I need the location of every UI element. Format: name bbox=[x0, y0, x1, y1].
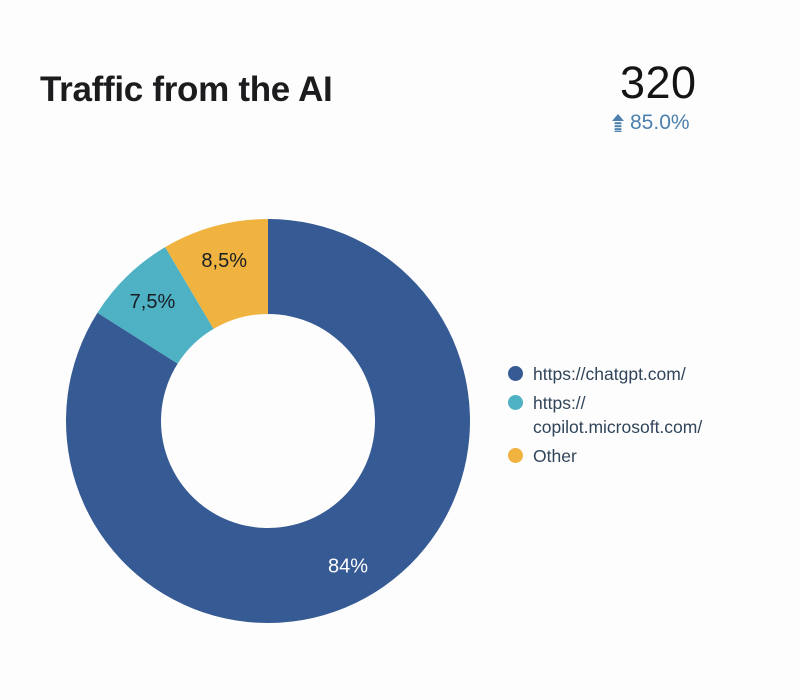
legend-label: https://chatgpt.com/ bbox=[533, 364, 686, 384]
legend-item-copilot[interactable]: https:// copilot.microsoft.com/ bbox=[508, 391, 778, 439]
legend-label: https:// copilot.microsoft.com/ bbox=[533, 393, 703, 437]
donut-slice-3[interactable] bbox=[165, 219, 268, 329]
chart-title: Traffic from the AI bbox=[40, 70, 333, 109]
arrow-up-icon bbox=[612, 113, 624, 132]
legend-item-other[interactable]: Other bbox=[508, 444, 778, 468]
donut-slice-1[interactable] bbox=[66, 219, 470, 623]
legend-swatch-chatgpt bbox=[508, 366, 523, 381]
slice-label: 84% bbox=[328, 555, 368, 577]
donut-slice-2[interactable] bbox=[97, 247, 214, 364]
donut-chart[interactable]: 84% 7,5% 8,5% bbox=[66, 219, 470, 623]
legend-swatch-copilot bbox=[508, 395, 523, 410]
slice-label: 7,5% bbox=[130, 291, 176, 313]
kpi-value: 320 bbox=[620, 57, 697, 108]
chart-legend: https://chatgpt.com/ https:// copilot.mi… bbox=[508, 362, 778, 473]
kpi-delta-value: 85.0% bbox=[630, 111, 690, 134]
kpi-delta: 85.0% bbox=[612, 112, 772, 133]
legend-swatch-other bbox=[508, 448, 523, 463]
scorecard: 320 85.0% bbox=[612, 60, 772, 133]
legend-item-chatgpt[interactable]: https://chatgpt.com/ bbox=[508, 362, 778, 386]
slice-label: 8,5% bbox=[201, 250, 247, 272]
legend-label: Other bbox=[533, 446, 577, 466]
